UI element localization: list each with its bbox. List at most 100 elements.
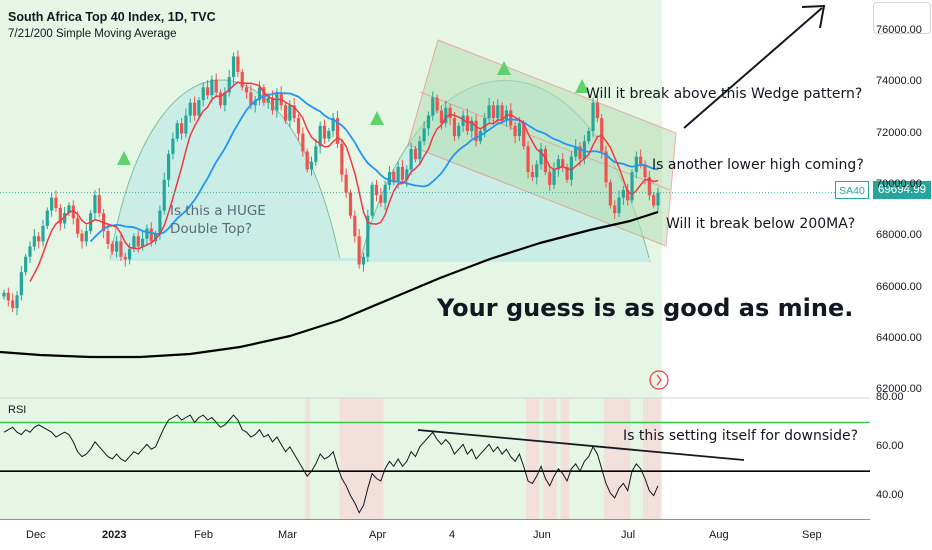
wedge-midline: [419, 91, 671, 191]
candle-body: [608, 182, 612, 206]
rsi-axis-tick: 60.00: [876, 439, 904, 452]
price-axis-tick: 68000.00: [876, 229, 922, 242]
candle-body: [110, 243, 114, 252]
candle-body: [288, 105, 292, 121]
candle-body: [136, 236, 140, 247]
candle-body: [621, 190, 625, 198]
candle-body: [595, 102, 599, 119]
candle-body: [175, 123, 179, 139]
chart-title: South Africa Top 40 Index, 1D, TVC: [8, 10, 216, 24]
candle-body: [396, 166, 400, 183]
candle-body: [483, 118, 487, 131]
price-axis-tick: 66000.00: [876, 280, 922, 293]
candle-body: [604, 151, 608, 183]
candle-body: [84, 231, 88, 242]
candle-body: [119, 241, 123, 257]
candle-body: [327, 130, 331, 139]
price-axis-tick: 72000.00: [876, 126, 922, 139]
candle-body: [283, 105, 288, 121]
candle-body: [600, 118, 604, 152]
sma21-line: [89, 91, 659, 243]
rsi-bearish-stripe: [305, 398, 310, 520]
candle-body: [24, 256, 28, 273]
time-axis-tick: Jul: [621, 529, 636, 541]
time-axis-tick: Dec: [26, 529, 46, 541]
symbol-tag: SA40: [835, 181, 869, 199]
candle-body: [45, 210, 49, 226]
candle-body: [422, 128, 426, 142]
candle-body: [192, 102, 197, 116]
candle-body: [115, 241, 119, 252]
rsi-bearish-stripe: [642, 398, 648, 520]
candle-body: [253, 100, 257, 106]
rsi-bearish-stripe: [647, 398, 653, 520]
time-axis-tick: Apr: [369, 529, 387, 541]
candle-body: [80, 233, 84, 242]
candle-body: [548, 172, 552, 185]
candle-body: [97, 195, 101, 214]
candle-body: [613, 205, 617, 214]
candle-body: [275, 92, 279, 111]
price-axis-tick: 62000.00: [876, 383, 922, 396]
candle-body: [15, 295, 19, 309]
candle-body: [591, 102, 595, 131]
candle-body: [569, 156, 573, 180]
rsi-bearish-stripe: [348, 398, 354, 520]
candle-body: [214, 79, 218, 93]
buy-signal-triangle: [117, 151, 131, 165]
candle-body: [231, 56, 236, 78]
candle-body: [123, 256, 127, 260]
time-axis-tick: Feb: [194, 529, 213, 541]
rsi-bearish-stripe: [534, 398, 540, 520]
candle-body: [561, 159, 565, 167]
candle-body: [643, 164, 647, 178]
candle-body: [140, 238, 145, 247]
candle-body: [128, 249, 132, 260]
rsi-bearish-stripe: [543, 398, 549, 520]
candle-body: [166, 154, 171, 180]
indicator-legend[interactable]: 7/21/200 Simple Moving Average: [8, 28, 177, 40]
rsi-pane-label[interactable]: RSI: [8, 404, 27, 416]
price-plot: [0, 39, 870, 359]
candle-body: [431, 97, 435, 116]
candle-body: [509, 110, 513, 126]
candle-body: [227, 77, 231, 93]
rsi-bearish-stripe: [651, 398, 657, 520]
rsi-bearish-stripe: [343, 398, 349, 520]
candle-body: [184, 115, 188, 134]
candle-body: [418, 141, 422, 160]
candle-body: [409, 148, 413, 170]
time-axis-tick: 2023: [102, 529, 127, 541]
time-axis-tick: 4: [449, 529, 456, 541]
rsi-plot: [0, 414, 870, 520]
buy-signal-triangle: [497, 61, 511, 75]
candle-body: [197, 100, 201, 116]
candle-body: [305, 151, 309, 170]
candle-body: [452, 118, 457, 137]
candle-body: [6, 292, 10, 301]
candle-body: [491, 105, 496, 119]
rsi-axis-tick: 40.00: [876, 488, 904, 501]
rsi-bearish-stripe: [625, 398, 631, 520]
rsi-bearish-stripe: [525, 398, 531, 520]
rsi-bearish-stripe: [612, 398, 618, 520]
breakout-arrow: [683, 7, 823, 129]
alert-icon: [649, 370, 669, 390]
candle-body: [656, 192, 660, 206]
candle-body: [474, 120, 478, 142]
price-axis-tick: 76000.00: [876, 23, 922, 36]
candle-body: [383, 184, 387, 203]
candle-body: [500, 105, 504, 121]
candle-body: [179, 123, 184, 134]
candle-body: [249, 92, 253, 106]
candle-body: [634, 156, 638, 173]
rsi-bearish-stripe: [564, 398, 570, 520]
double-top-line-1: Is this a HUGE: [170, 203, 266, 219]
axis-settings-box[interactable]: [873, 2, 931, 34]
candle-body: [171, 138, 175, 155]
double-top-line-2: Double Top?: [170, 221, 253, 237]
time-axis-tick: Mar: [278, 529, 297, 541]
candle-body: [448, 107, 452, 119]
candle-body: [435, 97, 439, 111]
